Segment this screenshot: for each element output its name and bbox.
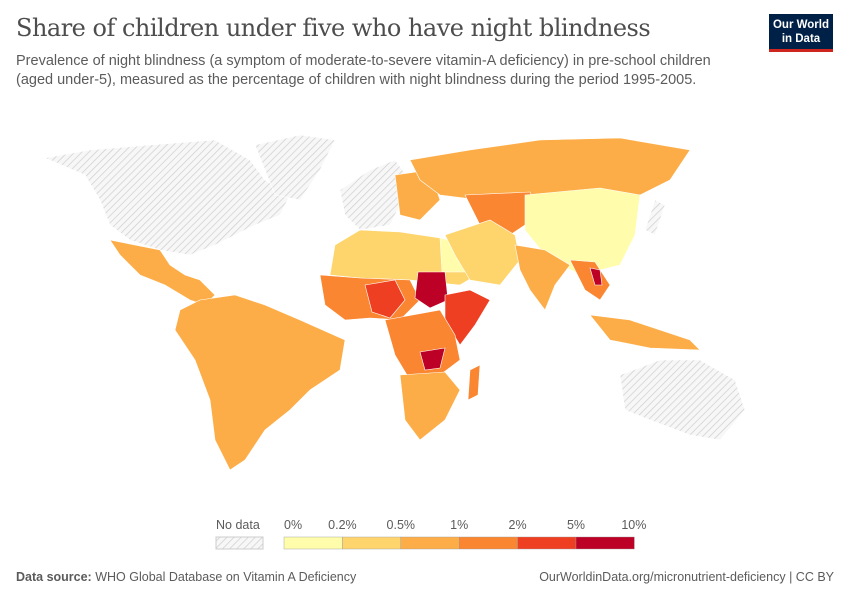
legend-tick-label: 1% [450,518,468,532]
chart-title: Share of children under five who have ni… [16,14,651,42]
legend-bin-3 [459,536,518,550]
legend-tick-label: 2% [509,518,527,532]
region-china[interactable] [524,187,641,276]
legend-tick-label: 0% [284,518,302,532]
footer-source: Data source: WHO Global Database on Vita… [16,570,356,584]
source-text: WHO Global Database on Vitamin A Deficie… [95,570,357,584]
legend-tick-label: 0.2% [328,518,357,532]
legend-tick-label: 10% [621,518,646,532]
region-south-america[interactable] [174,294,346,471]
region-japan[interactable] [644,199,666,236]
region-laos[interactable] [589,267,603,286]
region-north-america[interactable] [43,139,291,256]
legend-bin-2 [400,536,460,550]
legend-no-data-label: No data [216,518,260,532]
legend-bin-1 [342,536,401,550]
region-niger-mali[interactable] [364,279,406,319]
source-link[interactable]: OurWorldinData.org/micronutrient-deficie… [539,570,786,584]
region-greenland[interactable] [254,134,336,201]
region-southern-africa[interactable] [399,371,461,441]
footer-link: OurWorldinData.org/micronutrient-deficie… [539,570,834,584]
legend-no-data-swatch [215,536,264,550]
legend-tick-label: 0.5% [387,518,416,532]
region-russia[interactable] [409,137,691,201]
region-madagascar[interactable] [467,364,481,401]
legend-bin-4 [517,536,577,550]
region-zambia-malawi[interactable] [419,347,446,371]
region-sudan[interactable] [414,271,449,309]
world-map [43,134,746,471]
license-link[interactable]: CC BY [795,570,834,584]
legend-bin-0 [283,536,343,550]
owid-logo[interactable]: Our World in Data [769,14,833,52]
region-india[interactable] [514,244,571,311]
chart-subtitle: Prevalence of night blindness (a symptom… [16,53,711,88]
region-middle-east[interactable] [444,219,521,286]
source-label: Data source: [16,570,92,584]
region-australia[interactable] [619,359,746,441]
legend-tick-label: 5% [567,518,585,532]
legend-bin-5 [575,536,635,550]
region-indonesia[interactable] [589,314,701,351]
